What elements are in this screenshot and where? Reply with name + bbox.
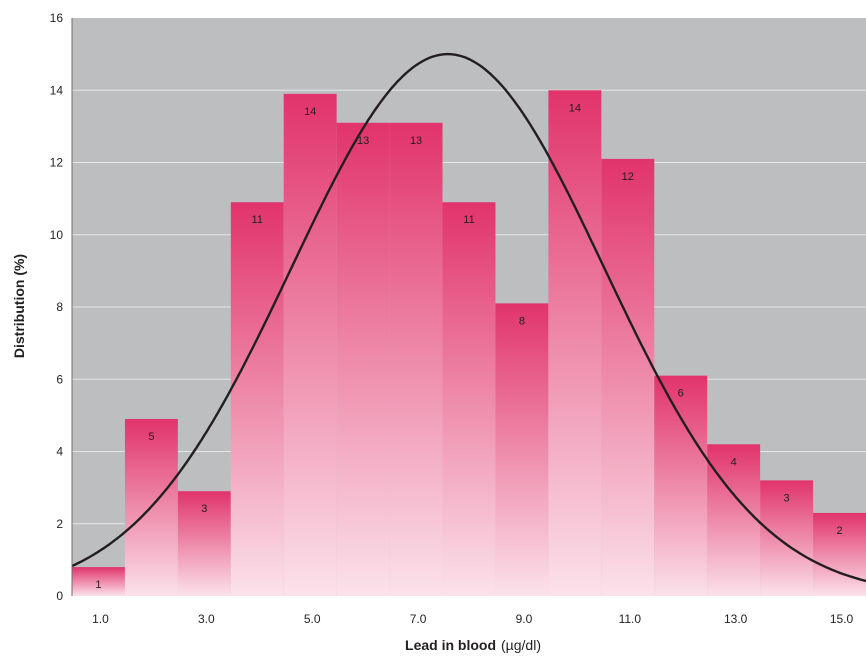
- histogram-bar: [389, 122, 443, 596]
- x-tick-label: 7.0: [410, 612, 427, 626]
- bar-value-label: 14: [304, 106, 316, 118]
- bar-value-label: 2: [836, 525, 842, 537]
- x-tick-label: 11.0: [619, 612, 642, 626]
- y-axis-title: Distribution (%): [11, 254, 27, 358]
- histogram-bar: [495, 303, 549, 596]
- histogram-bars: [72, 90, 866, 597]
- x-tick-label: 1.0: [92, 612, 109, 626]
- bar-value-label: 13: [410, 135, 422, 147]
- bar-value-label: 12: [622, 171, 634, 183]
- bar-value-labels: 1 5 3 11 14 13 13 11 8 14 12 6 4 3 2: [95, 102, 842, 591]
- bar-value-label: 3: [201, 503, 207, 515]
- histogram-bar: [548, 90, 602, 596]
- bar-value-label: 14: [569, 102, 581, 114]
- histogram-bar: [177, 491, 231, 596]
- histogram-bar: [442, 202, 496, 597]
- x-tick-label: 9.0: [516, 612, 533, 626]
- histogram-bar: [72, 567, 125, 596]
- x-tick-label: 13.0: [724, 612, 748, 626]
- fit-curve-layer: [72, 52, 866, 583]
- x-axis-unit: (µg/dl): [501, 637, 541, 653]
- x-axis-title: Lead in blood (µg/dl): [405, 637, 541, 653]
- y-tick-label: 2: [56, 517, 63, 531]
- histogram-bar: [230, 202, 284, 597]
- x-axis-ticks: 1.0 3.0 5.0 7.0 9.0 11.0 13.0 15.0: [92, 612, 853, 626]
- y-tick-label: 10: [50, 228, 64, 242]
- bar-value-label: 11: [463, 214, 474, 226]
- y-tick-label: 14: [50, 83, 64, 97]
- y-tick-label: 8: [56, 300, 63, 314]
- x-tick-label: 15.0: [830, 612, 854, 626]
- x-tick-label: 3.0: [198, 612, 215, 626]
- y-axis-ticks: 0 2 4 6 8 10 12 14 16: [50, 11, 64, 603]
- y-tick-label: 6: [56, 372, 63, 386]
- x-tick-label: 5.0: [304, 612, 321, 626]
- bar-value-label: 3: [784, 492, 790, 504]
- bar-value-label: 11: [252, 214, 263, 226]
- y-tick-label: 12: [50, 156, 64, 170]
- histogram-bar: [654, 375, 708, 596]
- bar-value-label: 4: [731, 456, 737, 468]
- histogram-bar: [707, 444, 761, 596]
- y-tick-label: 0: [56, 589, 63, 603]
- bar-value-label: 1: [95, 579, 101, 591]
- y-tick-label: 4: [56, 445, 63, 459]
- histogram-bar: [283, 93, 337, 597]
- normal-fit-curve: [72, 52, 866, 583]
- bar-value-label: 13: [357, 135, 369, 147]
- histogram-bar: [760, 480, 814, 596]
- bar-value-label: 8: [519, 315, 525, 327]
- bar-value-label: 5: [148, 431, 154, 443]
- bar-value-label: 6: [678, 388, 684, 400]
- histogram-bar: [601, 158, 655, 596]
- histogram-bar: [336, 122, 390, 596]
- histogram-bar: [813, 512, 866, 596]
- y-tick-label: 16: [50, 11, 64, 25]
- x-axis-title-text: Lead in blood: [405, 637, 496, 653]
